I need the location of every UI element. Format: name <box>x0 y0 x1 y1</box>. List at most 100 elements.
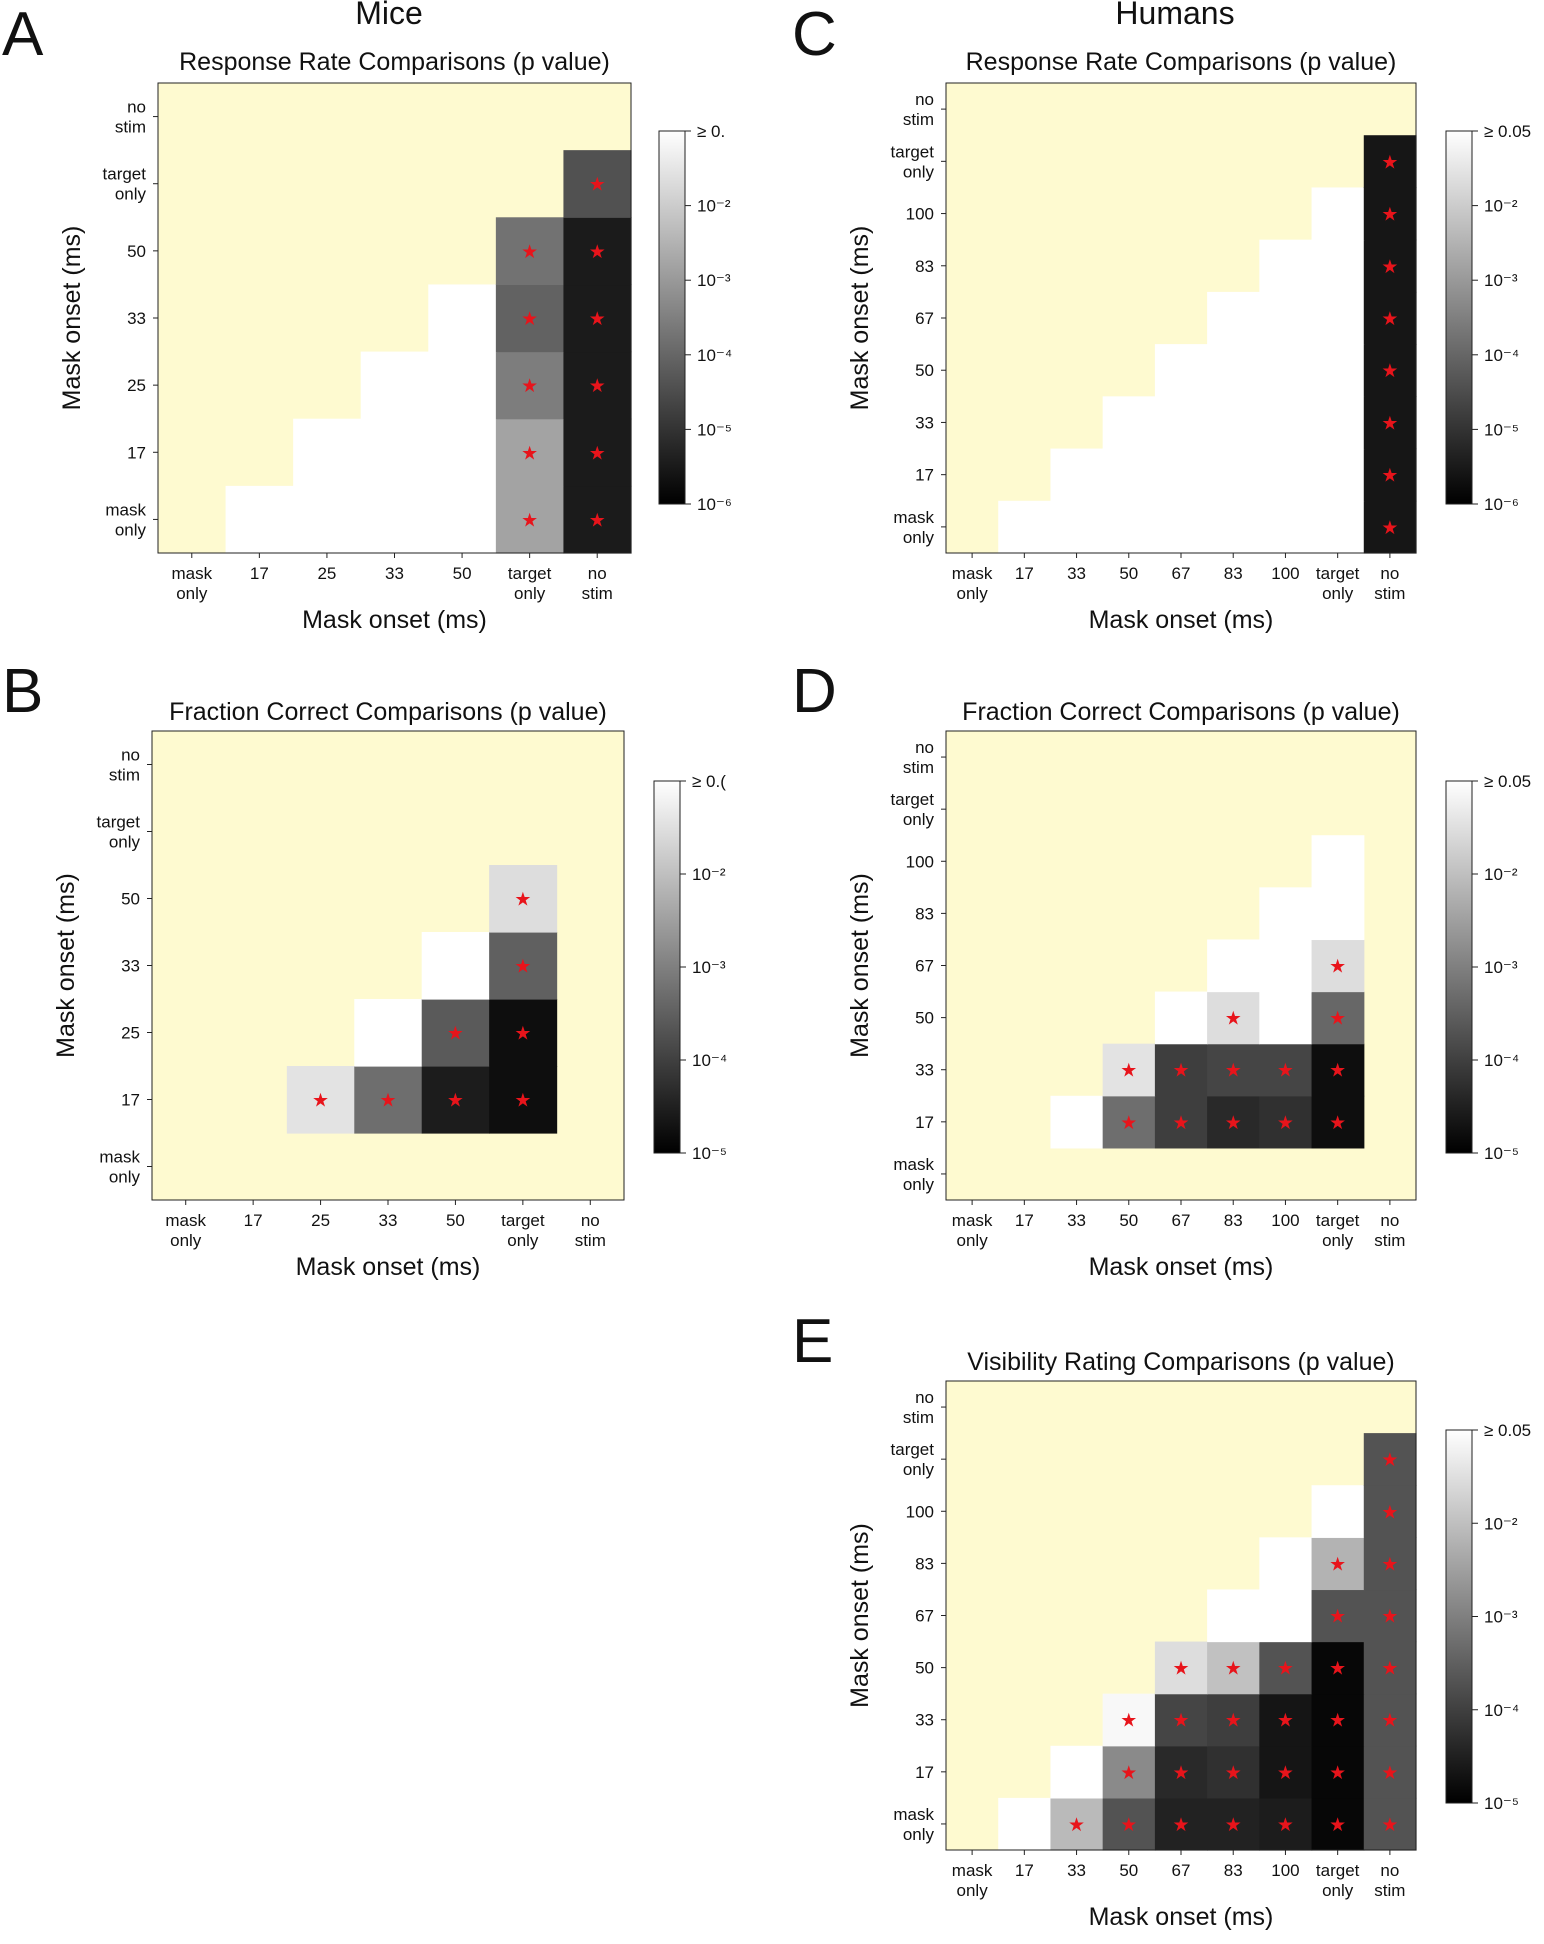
significance-star: ★ <box>1381 1553 1398 1575</box>
y-tick-label: 17 <box>915 466 934 485</box>
heatmap-cell <box>1207 500 1260 554</box>
heatmap-cell <box>489 999 558 1067</box>
heatmap-cell <box>421 999 490 1067</box>
column-title-humans: Humans <box>1115 0 1234 31</box>
x-tick-label: 17 <box>244 1211 263 1230</box>
heatmap-cell <box>1154 396 1208 450</box>
x-axis-label: Mask onset (ms) <box>296 1253 481 1281</box>
significance-star: ★ <box>1381 360 1398 382</box>
y-tick-label: mask only <box>99 1148 140 1187</box>
significance-star: ★ <box>1329 1606 1346 1628</box>
x-tick-label: 33 <box>379 1211 398 1230</box>
heatmap-cell <box>1207 1095 1260 1149</box>
heatmap-cell <box>1207 991 1260 1045</box>
panel-e: ★ ★ ★ ★ ★ ★ ★ ★ ★ ★ ★ ★ ★ ★ ★ ★ ★ ★ ★ ★ ★ ★ ★ ★ ★ ★ ★ ★ ★ ★ mask only ma… <box>891 1380 1531 1900</box>
y-axis-label: Mask onset (ms) <box>52 873 80 1058</box>
heatmap-cell <box>1154 500 1208 554</box>
y-tick-label: 100 <box>906 852 934 871</box>
heatmap-cell <box>1259 939 1313 993</box>
heatmap-cell <box>1207 1641 1260 1695</box>
heatmap-cell <box>1311 396 1365 450</box>
significance-star: ★ <box>521 509 538 531</box>
heatmap-cell <box>563 418 632 487</box>
heatmap-cell <box>1154 344 1208 397</box>
significance-star: ★ <box>1120 1710 1137 1732</box>
significance-star: ★ <box>1329 1658 1346 1680</box>
y-tick-label: 25 <box>121 1024 140 1043</box>
heatmap-cell <box>1311 1095 1365 1149</box>
colorbar <box>658 130 686 505</box>
x-tick-label: target only <box>1316 564 1360 603</box>
colorbar <box>1445 1429 1473 1804</box>
heatmap-cell <box>1363 135 1417 189</box>
significance-star: ★ <box>1381 151 1398 173</box>
heatmap-cell <box>1363 291 1417 345</box>
significance-star: ★ <box>1225 1060 1242 1082</box>
heatmap-cell <box>563 284 632 353</box>
heatmap-cell <box>1102 1095 1156 1149</box>
significance-star: ★ <box>1277 1658 1294 1680</box>
x-tick-label: no stim <box>1374 1211 1405 1250</box>
panel-d: ★ ★ ★ ★ ★ ★ ★ ★ ★ ★ ★ ★ ★ mask only mask only 17 17 33 33 50 5… <box>891 730 1531 1250</box>
y-tick-label: 83 <box>915 1554 934 1573</box>
colorbar-label: 10⁻⁵ <box>697 420 732 439</box>
heatmap-cell <box>1363 1641 1417 1695</box>
significance-star: ★ <box>1381 256 1398 278</box>
significance-star: ★ <box>1381 1814 1398 1836</box>
significance-star: ★ <box>1329 1762 1346 1784</box>
y-tick-label: 83 <box>915 257 934 276</box>
panel-a: ★ ★ ★ ★ ★ ★ ★ ★ ★ ★ ★ mask only mask only 17 17 25 25 33 33 5… <box>103 82 732 603</box>
heatmap-cell <box>1363 1589 1417 1643</box>
heatmap-cell <box>1363 239 1417 293</box>
y-tick-label: 33 <box>915 1711 934 1730</box>
heatmap-cell <box>1311 1693 1365 1747</box>
heatmap-cell <box>1259 344 1313 397</box>
colorbar-label: 10⁻⁴ <box>1484 1701 1519 1720</box>
heatmap-cell <box>1259 239 1313 293</box>
significance-star: ★ <box>1277 1762 1294 1784</box>
colorbar-label: 10⁻⁶ <box>1484 495 1519 514</box>
panel-letter: A <box>2 0 44 69</box>
significance-star: ★ <box>521 375 538 397</box>
y-tick-label: 67 <box>915 957 934 976</box>
significance-star: ★ <box>1381 1606 1398 1628</box>
x-tick-label: 100 <box>1271 564 1299 583</box>
y-tick-label: mask only <box>105 500 146 539</box>
heatmap-cell <box>428 284 497 353</box>
x-tick-label: 67 <box>1172 1861 1191 1880</box>
plot-title: Visibility Rating Comparisons (p value) <box>967 1348 1395 1376</box>
colorbar-label: ≥ 0.05 <box>1484 772 1531 791</box>
significance-star: ★ <box>1277 1060 1294 1082</box>
y-tick-label: mask only <box>893 508 934 547</box>
colorbar-label: ≥ 0.( <box>692 772 726 791</box>
significance-star: ★ <box>1172 1060 1189 1082</box>
heatmap-cell <box>563 150 632 218</box>
x-tick-label: no stim <box>1374 564 1405 603</box>
x-tick-label: 17 <box>1015 1861 1034 1880</box>
colorbar-label: 10⁻⁵ <box>1484 1144 1519 1163</box>
x-tick-label: 50 <box>1119 564 1138 583</box>
significance-star: ★ <box>1225 1710 1242 1732</box>
x-tick-label: 50 <box>446 1211 465 1230</box>
significance-star: ★ <box>521 308 538 330</box>
y-tick-label: mask only <box>893 1805 934 1844</box>
colorbar-label: 10⁻⁴ <box>1484 1051 1519 1070</box>
heatmap-cell <box>360 418 429 487</box>
colorbar-label: 10⁻² <box>697 197 731 216</box>
colorbar <box>653 780 681 1154</box>
significance-star: ★ <box>1329 1060 1346 1082</box>
significance-star: ★ <box>521 442 538 464</box>
heatmap-cell <box>1259 291 1313 345</box>
heatmap-cell <box>1259 448 1313 502</box>
heatmap-cell <box>495 418 565 487</box>
colorbar-label: ≥ 0. <box>697 122 725 141</box>
heatmap-cell <box>998 1797 1052 1851</box>
heatmap-cell <box>1207 1589 1260 1643</box>
significance-star: ★ <box>589 509 606 531</box>
significance-star: ★ <box>1381 308 1398 330</box>
x-tick-label: target only <box>1316 1211 1360 1250</box>
significance-star: ★ <box>1329 956 1346 978</box>
significance-star: ★ <box>1120 1762 1137 1784</box>
x-tick-label: 50 <box>1119 1861 1138 1880</box>
x-tick-label: 17 <box>250 564 269 583</box>
